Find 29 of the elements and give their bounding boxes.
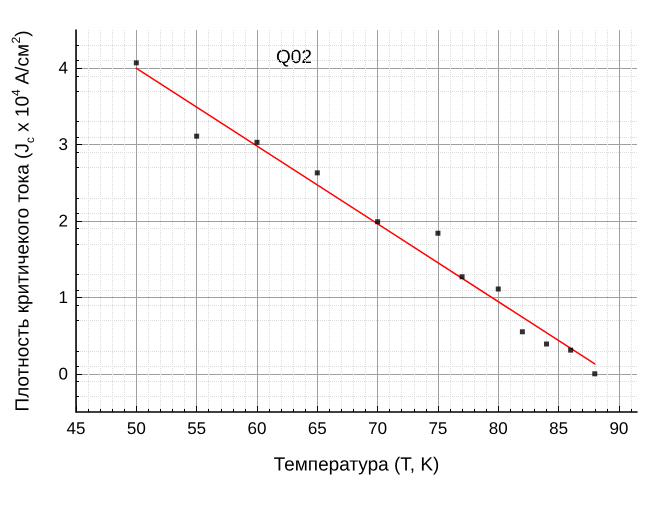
point [496,286,501,292]
x-tick-label: 60 [248,419,266,438]
point [435,230,440,236]
point [460,274,465,280]
x-tick-label: 85 [549,419,568,438]
x-axis-title: Температура (T, K) [274,454,440,476]
x-tick-label: 65 [308,419,327,438]
point [254,140,260,145]
point [375,219,380,224]
point [194,134,200,139]
y-tick-label: 0 [58,364,68,384]
x-tick-label: 80 [488,419,508,438]
y-tick-label: 4 [58,58,68,78]
x-tick-label: 45 [66,419,86,438]
x-tick-label: 90 [609,419,628,438]
y-axis-title: Плотность критичекого тока (Jc x 104 A/см2) [9,30,37,412]
point [592,371,598,376]
point [520,329,525,334]
x-tick-label: 55 [187,419,206,438]
y-tick-label: 2 [58,212,68,230]
point [134,60,139,66]
point [314,170,320,176]
x-tick-label: 75 [428,419,448,438]
y-tick-label: 1 [58,288,68,307]
point [544,342,550,347]
x-tick-label: 50 [126,419,146,438]
y-tick-label: 3 [58,135,68,154]
x-tick-label: 70 [368,419,388,438]
point [568,348,574,353]
